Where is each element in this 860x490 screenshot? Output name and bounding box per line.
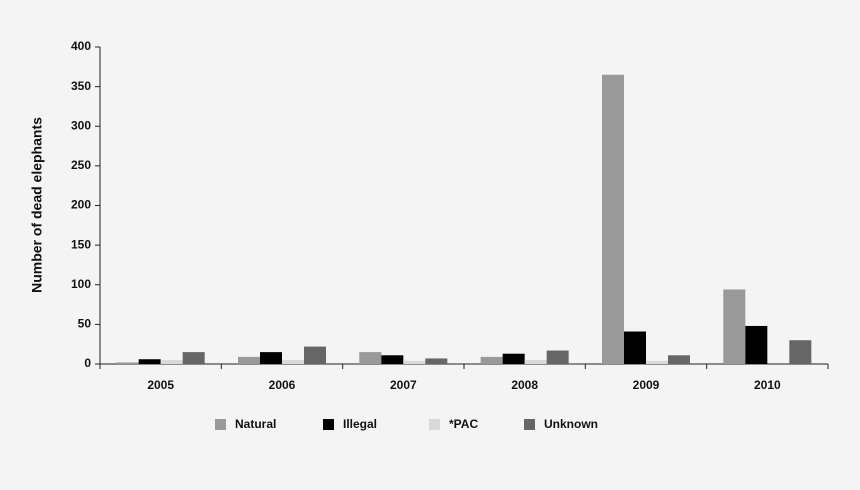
bar	[282, 360, 304, 364]
bar	[138, 359, 161, 364]
bar	[160, 360, 183, 364]
legend-label: Natural	[235, 417, 276, 431]
x-tick-label: 2006	[269, 378, 296, 392]
y-tick-label: 200	[71, 198, 91, 212]
bar	[668, 355, 690, 364]
bar	[789, 340, 812, 364]
x-tick-label: 2010	[754, 378, 781, 392]
bar	[624, 331, 646, 364]
legend-label: *PAC	[449, 417, 478, 431]
y-axis-label: Number of dead elephants	[29, 117, 45, 293]
legend-swatch	[524, 419, 535, 430]
legend-swatch	[323, 419, 334, 430]
y-tick-label: 100	[71, 277, 91, 291]
bar	[260, 352, 282, 364]
y-tick-label: 250	[71, 158, 91, 172]
y-tick-label: 150	[71, 237, 91, 251]
legend-label: Unknown	[544, 417, 598, 431]
bar	[116, 362, 139, 364]
bar	[238, 356, 260, 364]
y-tick-label: 0	[84, 356, 91, 370]
legend-swatch	[215, 419, 226, 430]
x-tick-label: 2005	[147, 378, 174, 392]
bar	[524, 360, 547, 364]
bar	[646, 360, 668, 364]
bar	[425, 358, 448, 364]
y-tick-label: 50	[78, 317, 92, 331]
legend-label: Illegal	[343, 417, 377, 431]
bar	[403, 360, 426, 364]
y-tick-label: 300	[71, 118, 91, 132]
bar	[381, 355, 404, 364]
bar	[480, 356, 503, 364]
x-tick-label: 2008	[511, 378, 538, 392]
bar	[602, 74, 624, 365]
x-tick-label: 2007	[390, 378, 417, 392]
bar	[546, 350, 569, 364]
y-tick-label: 350	[71, 79, 91, 93]
bar	[304, 346, 326, 364]
bar	[359, 352, 382, 364]
x-tick-label: 2009	[633, 378, 660, 392]
bar	[723, 289, 746, 364]
bar	[502, 353, 525, 364]
bar	[745, 325, 768, 364]
legend-swatch	[429, 419, 440, 430]
bar	[182, 352, 205, 364]
y-tick-label: 400	[71, 39, 91, 53]
